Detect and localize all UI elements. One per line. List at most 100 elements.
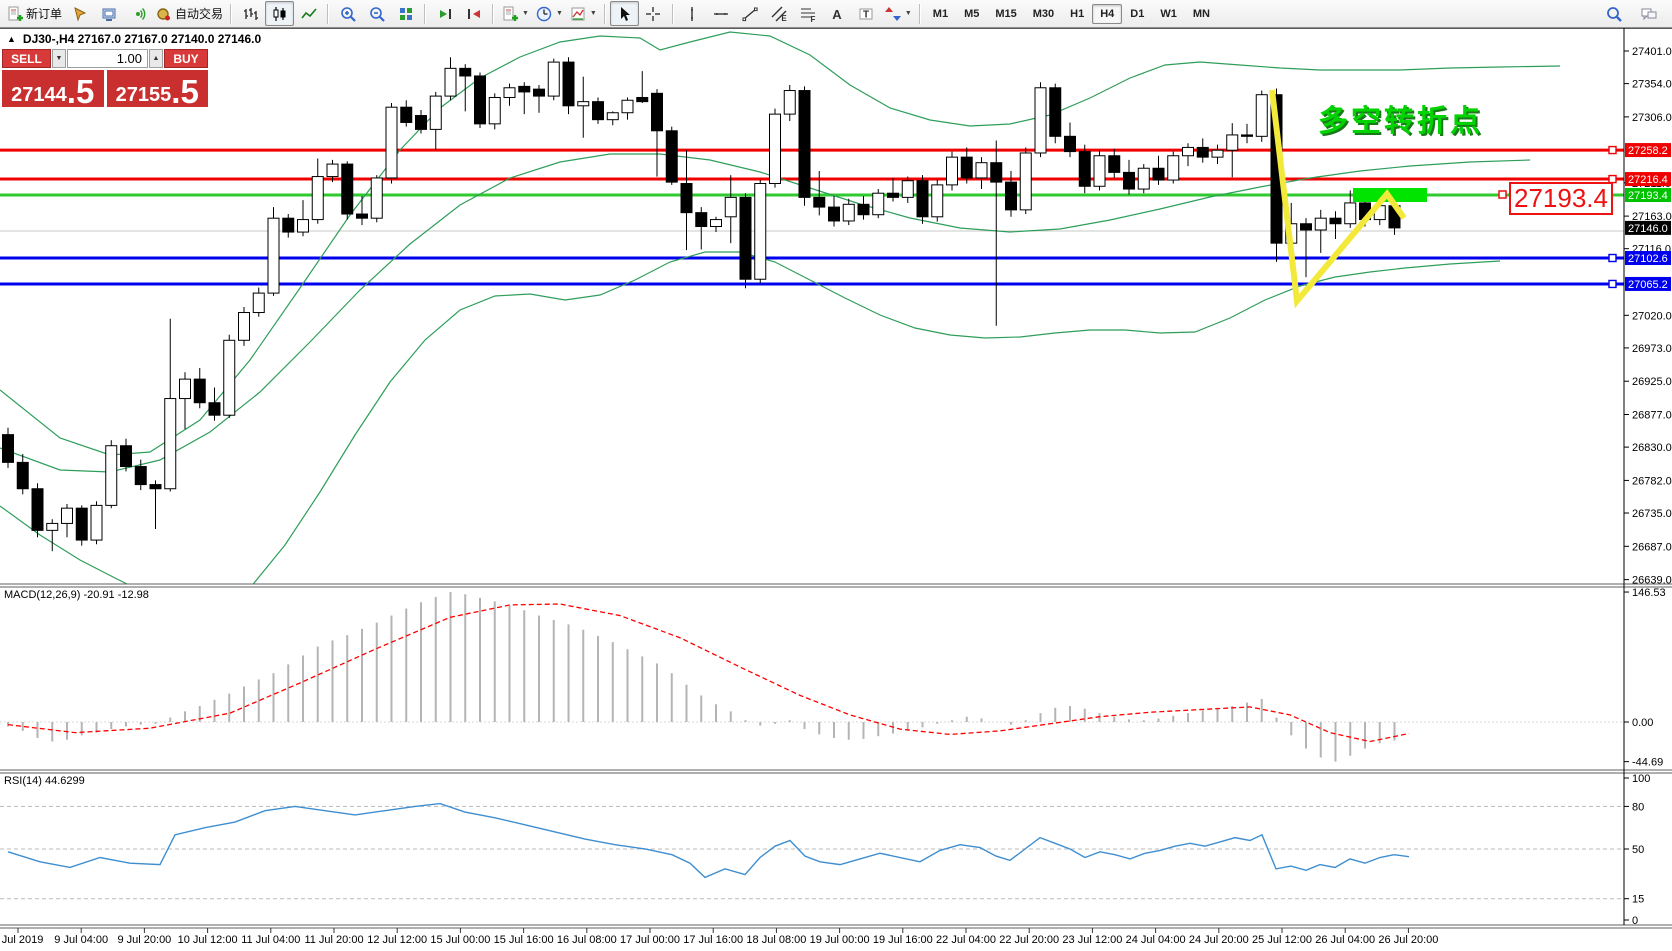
candle <box>474 75 486 125</box>
auto-scroll-button[interactable] <box>430 1 459 26</box>
timeframe-mn[interactable]: MN <box>1192 7 1210 20</box>
candle <box>1211 149 1224 158</box>
candle <box>1300 223 1312 231</box>
vertical-line-button[interactable] <box>678 1 707 26</box>
price-callout-anchor[interactable] <box>1498 190 1507 199</box>
periods-button[interactable]: ▼ <box>532 1 566 26</box>
search-button[interactable] <box>1599 1 1628 26</box>
candle <box>518 85 531 93</box>
timeframe-d1[interactable]: D1 <box>1130 7 1145 20</box>
new-order-button[interactable]: 新订单 <box>3 1 65 26</box>
autotrading-button[interactable]: 自动交易 <box>152 1 226 26</box>
sell-button[interactable]: SELL <box>2 49 51 68</box>
zoom-in-button[interactable] <box>333 1 362 26</box>
text-button[interactable]: A <box>823 1 852 26</box>
cursor-button[interactable] <box>609 1 639 26</box>
timeframe-h4[interactable]: H4 <box>1092 3 1123 24</box>
template-icon <box>571 7 585 20</box>
candle <box>798 90 811 198</box>
price-tag <box>1625 251 1671 266</box>
fibonacci-button[interactable]: F <box>794 1 823 26</box>
time-tick-label: 16 Jul 08:00 <box>557 934 617 946</box>
line-chart-button[interactable] <box>294 1 323 26</box>
timeframe-m1[interactable]: M1 <box>932 7 949 20</box>
candle <box>120 445 132 468</box>
templates-button[interactable]: ▼ <box>566 1 600 26</box>
candle <box>2 434 14 463</box>
chevron-down-icon: ▼ <box>522 10 529 17</box>
resistance-line-1-handle[interactable] <box>1608 145 1617 155</box>
candle <box>1078 151 1091 187</box>
collapse-icon[interactable]: ▲ <box>7 34 16 44</box>
crosshair-button[interactable] <box>639 1 668 26</box>
turning-point-label[interactable]: 多空转折点 <box>1318 105 1483 138</box>
support-line-1-handle[interactable] <box>1608 253 1617 263</box>
text-label-button[interactable]: T <box>852 1 881 26</box>
price-tick-label: 27401.0 <box>1632 46 1672 58</box>
timeframe-w1[interactable]: W1 <box>1160 7 1177 20</box>
chart-background <box>0 28 1672 951</box>
candle <box>710 219 722 228</box>
macd-label: MACD(12,26,9) -20.91 -12.98 <box>4 589 149 601</box>
autotrade-icon <box>157 7 171 20</box>
chat-button[interactable] <box>1634 1 1663 26</box>
rsi-tick-label: 15 <box>1632 894 1644 906</box>
candle <box>769 113 781 185</box>
market-watch-button[interactable] <box>94 1 123 26</box>
candle <box>90 504 103 541</box>
zoom-out-button[interactable] <box>362 1 391 26</box>
sell-price-display[interactable]: 27144.5 <box>2 70 104 108</box>
metaeditor-button[interactable] <box>65 1 94 26</box>
chart-shift-button[interactable] <box>459 1 488 26</box>
price-callout-box[interactable] <box>1509 182 1613 215</box>
candle <box>547 61 560 97</box>
shift-icon <box>467 8 480 19</box>
svg-text:E: E <box>782 14 788 23</box>
timeframe-m15[interactable]: M15 <box>995 7 1017 20</box>
chart-canvas[interactable]: MACD(12,26,9) -20.91 -12.98 RSI(14) 44.62… <box>0 28 1672 951</box>
signals-button[interactable] <box>123 1 152 26</box>
candle <box>872 192 885 216</box>
candle <box>842 203 855 222</box>
candle <box>31 488 44 531</box>
candle <box>297 219 309 233</box>
price-tag <box>1625 188 1671 203</box>
resistance-line-2-handle[interactable] <box>1608 174 1617 184</box>
volume-decrease-button[interactable]: ▼ <box>52 49 66 68</box>
indicators-button[interactable]: ▼ <box>498 1 532 26</box>
trendline-button[interactable] <box>736 1 765 26</box>
price-tick-label: 26973.0 <box>1632 343 1672 355</box>
buy-button[interactable]: BUY <box>164 49 208 68</box>
time-tick-label: 10 Jul 12:00 <box>178 934 238 946</box>
chevron-down-icon: ▼ <box>555 10 563 17</box>
arrows-tool-icon <box>884 6 901 21</box>
candle <box>651 92 663 132</box>
candles-icon-icon <box>273 6 286 21</box>
candle <box>46 522 59 531</box>
time-tick-label: 15 Jul 00:00 <box>430 934 490 946</box>
timeframe-h1[interactable]: H1 <box>1070 7 1085 20</box>
linechart-icon <box>300 7 317 18</box>
candle <box>75 507 88 541</box>
tile-windows-button[interactable] <box>391 1 420 26</box>
arrows-button[interactable]: ▼ <box>881 1 915 26</box>
timeframe-m30[interactable]: M30 <box>1032 7 1055 20</box>
volume-input[interactable]: 1.00 <box>67 49 148 68</box>
price-tick-label: 26877.0 <box>1632 410 1672 422</box>
time-tick-label: 22 Jul 20:00 <box>999 934 1059 946</box>
candle <box>1093 155 1106 187</box>
timeframe-m5[interactable]: M5 <box>964 7 980 20</box>
buy-price-pip: .5 <box>171 72 199 110</box>
rsi-tick-label: 80 <box>1632 801 1644 813</box>
support-line-2-handle[interactable] <box>1608 279 1617 289</box>
time-tick-label: 9 Jul 20:00 <box>117 934 171 946</box>
candlestick-chart-button[interactable] <box>265 1 295 26</box>
buy-price-display[interactable]: 27155.5 <box>106 70 208 110</box>
volume-increase-button[interactable]: ▲ <box>149 49 163 68</box>
yellow-zigzag[interactable] <box>1269 89 1407 309</box>
candle <box>1152 167 1165 181</box>
bar-chart-button[interactable] <box>236 1 265 26</box>
equidistant-channel-button[interactable]: E <box>765 1 794 26</box>
candle <box>1005 181 1017 211</box>
horizontal-line-button[interactable] <box>707 1 736 26</box>
